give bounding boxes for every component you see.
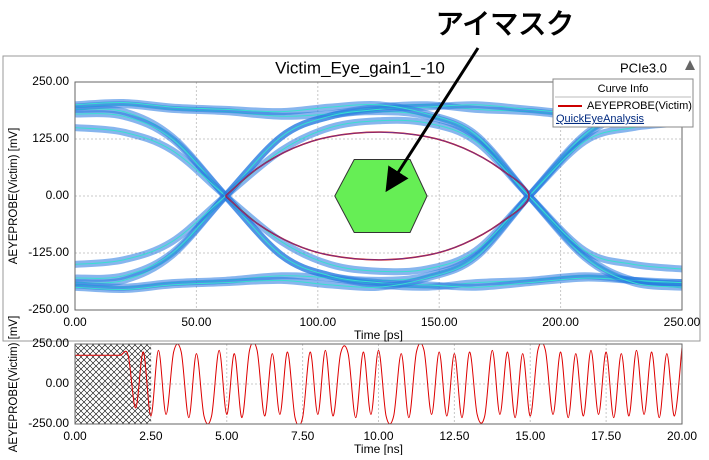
plot-frame bbox=[74, 343, 683, 425]
y-tick-label: -250.00 bbox=[28, 302, 69, 316]
x-axis-label: Time [ps] bbox=[354, 328, 403, 342]
waveform bbox=[75, 344, 682, 424]
x-tick-label: 17.50 bbox=[591, 429, 621, 443]
y-tick-label: 0.00 bbox=[46, 188, 70, 202]
x-tick-label: 10.00 bbox=[363, 429, 393, 443]
x-tick-label: 15.00 bbox=[515, 429, 545, 443]
legend-mask-label: QuickEyeAnalysis bbox=[556, 113, 645, 125]
eye-contour-inner bbox=[225, 131, 530, 261]
eye-trace-core bbox=[75, 122, 682, 273]
shaded-region bbox=[75, 344, 151, 424]
chart-subtitle: PCIe3.0 bbox=[620, 60, 667, 75]
annotation-arrow bbox=[385, 47, 480, 193]
eye-trace-core bbox=[75, 113, 682, 288]
x-tick-label: 0.00 bbox=[63, 429, 87, 443]
x-tick-label: 150.00 bbox=[421, 315, 458, 329]
eye-trace-core bbox=[75, 119, 682, 270]
legend-box bbox=[552, 78, 694, 128]
y-axis-label: AEYEPROBE(Victim) [mV] bbox=[8, 316, 20, 453]
annotation: アイマスク bbox=[436, 8, 575, 39]
y-axis-label: AEYEPROBE(Victim) [mV] bbox=[8, 128, 20, 265]
x-tick-label: 250.00 bbox=[664, 315, 701, 329]
legend: Curve Info AEYEPROBE(Victim)QuickEyeAnaly… bbox=[552, 78, 694, 128]
x-tick-label: 5.00 bbox=[215, 429, 239, 443]
eye-mask bbox=[334, 159, 428, 233]
y-tick-label: -125.00 bbox=[28, 245, 69, 259]
plot-layer bbox=[75, 98, 682, 294]
y-tick-label: -250.00 bbox=[28, 416, 69, 430]
x-tick-label: 100.00 bbox=[299, 315, 336, 329]
legend-label: AEYEPROBE(Victim) bbox=[587, 100, 692, 112]
x-tick-label: 7.50 bbox=[291, 429, 315, 443]
x-axis-label: Time [ns] bbox=[354, 442, 403, 455]
x-tick-label: 200.00 bbox=[542, 315, 579, 329]
eye-trace-core bbox=[75, 104, 682, 291]
y-tick-label: 125.00 bbox=[32, 131, 69, 145]
legend-title: Curve Info bbox=[598, 83, 649, 95]
plot-frame bbox=[74, 81, 683, 311]
x-tick-label: 0.00 bbox=[63, 315, 87, 329]
scroll-arrow[interactable] bbox=[685, 60, 695, 70]
x-tick-label: 2.50 bbox=[139, 429, 163, 443]
y-tick-label: 250.00 bbox=[32, 336, 69, 350]
x-tick-label: 12.50 bbox=[439, 429, 469, 443]
chart-title: Victim_Eye_gain1_-10 bbox=[275, 58, 445, 77]
eye-trace-core bbox=[75, 101, 682, 288]
plot-layer bbox=[75, 344, 682, 424]
x-tick-label: 20.00 bbox=[667, 429, 697, 443]
y-tick-label: 250.00 bbox=[32, 74, 69, 88]
y-tick-label: 0.00 bbox=[46, 376, 70, 390]
x-tick-label: 50.00 bbox=[181, 315, 211, 329]
